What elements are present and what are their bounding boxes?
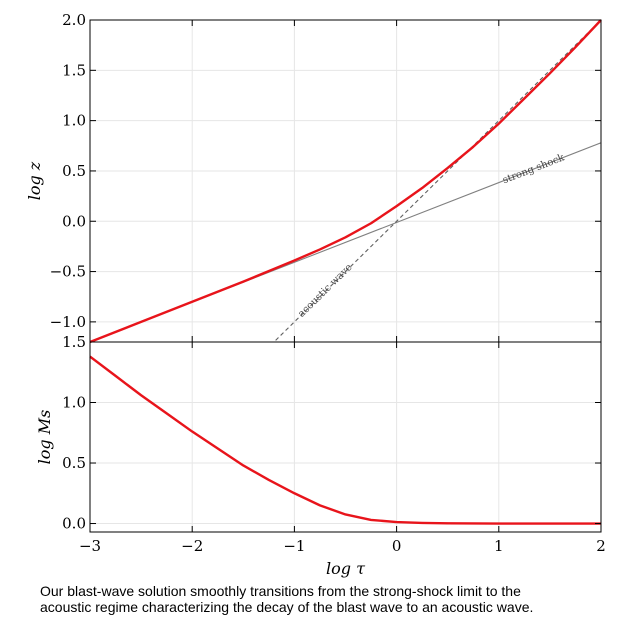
y-tick-label: 1.0 (62, 112, 86, 130)
x-tick-label: −1 (283, 537, 305, 555)
data-series-line (89, 19, 602, 344)
top-plot-frame (89, 19, 602, 343)
acoustic-wave-label: acoustic wave (296, 262, 355, 320)
caption-line-1: Our blast-wave solution smoothly transit… (40, 583, 521, 599)
y-tick-label: 1.5 (62, 61, 86, 79)
bottom-panel: −3 −2 −1 0 1 2 0.0 0.5 1.0 1.5 log Ms log τ (35, 333, 606, 578)
y-tick-label: 1.0 (62, 394, 86, 412)
y-tick-label: 0.0 (62, 212, 86, 230)
figure: −1.0 −0.5 0.0 0.5 1.0 1.5 2.0 strong shock aco… (25, 11, 606, 578)
top-panel: −1.0 −0.5 0.0 0.5 1.0 1.5 2.0 strong shock aco… (25, 11, 602, 344)
y-tick-label: 2.0 (62, 11, 86, 29)
bottom-grid (89, 341, 602, 532)
top-grid (89, 19, 602, 342)
bottom-ticks: −3 −2 −1 0 1 2 0.0 0.5 1.0 1.5 (62, 333, 606, 555)
y-tick-label: 0.5 (62, 162, 86, 180)
x-tick-label: 2 (596, 537, 606, 555)
acoustic-wave-line (273, 20, 601, 342)
y-tick-label: −1.0 (50, 313, 86, 331)
x-tick-label: −3 (79, 537, 101, 555)
x-tick-label: 0 (392, 537, 402, 555)
x-tick-label: 1 (494, 537, 504, 555)
bottom-plot-frame (89, 341, 602, 533)
x-tick-label: −2 (181, 537, 203, 555)
top-series (89, 19, 602, 344)
caption-line-2: acoustic regime characterizing the decay… (40, 599, 534, 615)
figure-caption: Our blast-wave solution smoothly transit… (40, 583, 630, 615)
bottom-series (89, 355, 601, 525)
strong-shock-label: strong shock (501, 152, 567, 186)
y-tick-label: 0.0 (62, 515, 86, 533)
top-y-axis-label: log z (25, 161, 44, 200)
top-annotations: strong shock acoustic wave (296, 152, 567, 320)
x-axis-label: log τ (326, 559, 366, 578)
data-series-line (89, 355, 601, 525)
top-ticks: −1.0 −0.5 0.0 0.5 1.0 1.5 2.0 (50, 11, 602, 342)
y-tick-label: 0.5 (62, 454, 86, 472)
bottom-y-axis-label: log Ms (35, 410, 54, 465)
y-tick-label: −0.5 (50, 263, 86, 281)
y-tick-label: 1.5 (62, 333, 86, 351)
